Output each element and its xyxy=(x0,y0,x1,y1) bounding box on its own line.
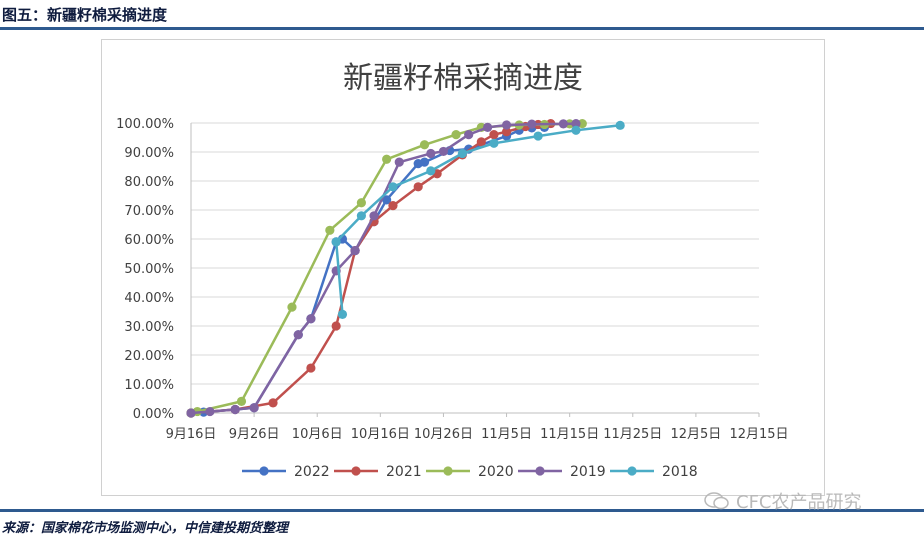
x-tick-label: 11月5日 xyxy=(481,427,532,442)
data-point-2018 xyxy=(533,131,543,141)
y-tick-label: 60.00% xyxy=(124,233,174,248)
data-point-2018 xyxy=(571,125,581,135)
data-point-2020 xyxy=(451,130,461,140)
watermark: CFC农产品研究 xyxy=(704,488,862,514)
data-point-2018 xyxy=(426,166,436,176)
series-line-2022 xyxy=(190,126,545,415)
legend-label-2020: 2020 xyxy=(478,464,514,480)
data-point-2018 xyxy=(337,309,348,319)
x-tick-label: 9月26日 xyxy=(229,427,280,442)
data-point-2019 xyxy=(501,120,512,130)
x-tick-label: 12月15日 xyxy=(729,427,788,442)
data-point-2019 xyxy=(571,118,581,129)
data-point-2021 xyxy=(476,137,486,147)
data-point-2019 xyxy=(527,119,537,129)
data-point-2018 xyxy=(457,148,467,159)
data-point-2020 xyxy=(236,396,247,406)
bottom-rule xyxy=(0,509,924,512)
data-point-2019 xyxy=(186,408,196,418)
data-point-2018 xyxy=(388,182,398,192)
x-tick-label: 11月25日 xyxy=(603,427,662,442)
legend-label-2019: 2019 xyxy=(570,464,606,480)
data-point-2021 xyxy=(413,182,423,192)
chart-title: 新疆籽棉采摘进度 xyxy=(343,61,583,96)
data-point-2022 xyxy=(419,157,430,167)
data-point-2019 xyxy=(205,406,215,417)
data-point-2019 xyxy=(558,119,568,129)
data-point-2019 xyxy=(464,130,474,140)
y-tick-label: 40.00% xyxy=(124,291,174,306)
data-point-2021 xyxy=(306,363,316,373)
x-tick-label: 9月16日 xyxy=(166,427,217,442)
data-point-2019 xyxy=(483,122,493,132)
legend-label-2022: 2022 xyxy=(294,464,330,480)
data-point-2019 xyxy=(438,146,449,157)
y-tick-label: 10.00% xyxy=(124,378,174,393)
legend-marker-2018 xyxy=(627,466,637,476)
data-point-2019 xyxy=(350,246,360,256)
y-tick-label: 0.00% xyxy=(133,407,174,422)
data-point-2019 xyxy=(249,403,259,413)
data-point-2020 xyxy=(325,225,335,235)
data-point-2019 xyxy=(369,211,379,221)
series-line-2018 xyxy=(334,124,621,315)
top-rule xyxy=(0,27,924,30)
data-point-2021 xyxy=(501,127,512,137)
legend-marker-2019 xyxy=(535,466,545,476)
data-point-2018 xyxy=(489,138,499,148)
data-point-2019 xyxy=(394,157,404,167)
x-tick-label: 12月5日 xyxy=(670,427,721,442)
data-point-2019 xyxy=(306,314,316,324)
legend-marker-2022 xyxy=(259,466,269,476)
x-tick-label: 10月6日 xyxy=(292,427,343,442)
legend-label-2018: 2018 xyxy=(662,464,698,480)
y-tick-label: 50.00% xyxy=(124,262,174,277)
legend-marker-2020 xyxy=(443,466,453,476)
legend-label-2021: 2021 xyxy=(386,464,422,480)
data-point-2020 xyxy=(577,118,587,129)
y-tick-label: 100.00% xyxy=(116,117,174,132)
watermark-text: CFC农产品研究 xyxy=(736,492,862,513)
figure-title: 图五：新疆籽棉采摘进度 xyxy=(2,6,168,24)
data-point-2018 xyxy=(331,237,341,247)
data-point-2020 xyxy=(287,302,297,312)
data-point-2020 xyxy=(419,140,430,150)
data-point-2018 xyxy=(356,211,366,221)
y-tick-label: 80.00% xyxy=(124,175,174,190)
data-point-2019 xyxy=(230,404,240,415)
source-note: 来源：国家棉花市场监测中心，中信建投期货整理 xyxy=(2,521,289,536)
data-point-2021 xyxy=(268,398,278,408)
data-point-2021 xyxy=(489,130,499,140)
data-point-2022 xyxy=(382,195,392,205)
data-point-2021 xyxy=(388,201,398,211)
legend-marker-2021 xyxy=(351,466,361,476)
y-tick-label: 30.00% xyxy=(124,320,174,335)
wechat-icon xyxy=(704,492,729,510)
chart-frame: 新疆籽棉采摘进度 0.00% 10.00% 20.00% 30.00% 40.00% 50.… xyxy=(101,39,825,496)
y-tick-label: 90.00% xyxy=(124,146,174,161)
data-point-2021 xyxy=(331,321,341,331)
x-tick-label: 10月26日 xyxy=(414,427,473,442)
x-tick-label: 11月15日 xyxy=(540,427,599,442)
data-point-2020 xyxy=(382,154,392,164)
y-tick-label: 70.00% xyxy=(124,204,174,219)
data-point-2018 xyxy=(615,120,625,130)
data-point-2019 xyxy=(426,148,436,159)
line-chart: 新疆籽棉采摘进度 0.00% 10.00% 20.00% 30.00% 40.00% 50.… xyxy=(116,61,788,480)
data-point-2019 xyxy=(293,330,303,340)
y-tick-label: 20.00% xyxy=(124,349,174,364)
x-tick-label: 10月16日 xyxy=(351,427,410,442)
data-point-2020 xyxy=(356,198,366,208)
